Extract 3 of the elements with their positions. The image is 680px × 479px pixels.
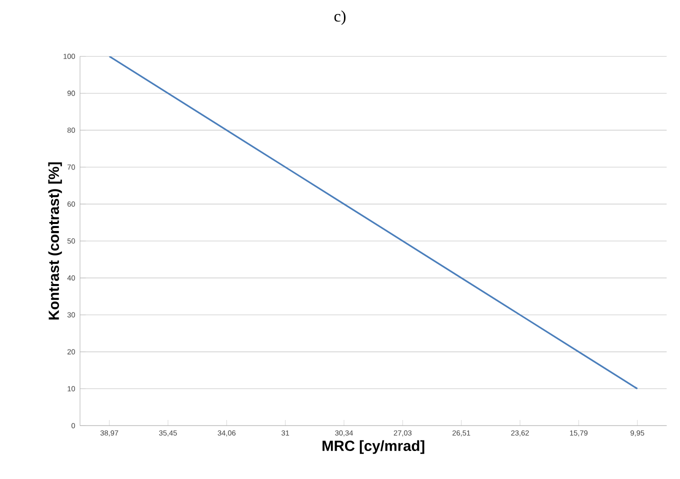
chart-title: c): [334, 10, 346, 25]
y-axis-title: Kontrast (contrast) [%]: [48, 162, 62, 320]
x-axis-title: MRC [cy/mrad]: [322, 440, 424, 454]
